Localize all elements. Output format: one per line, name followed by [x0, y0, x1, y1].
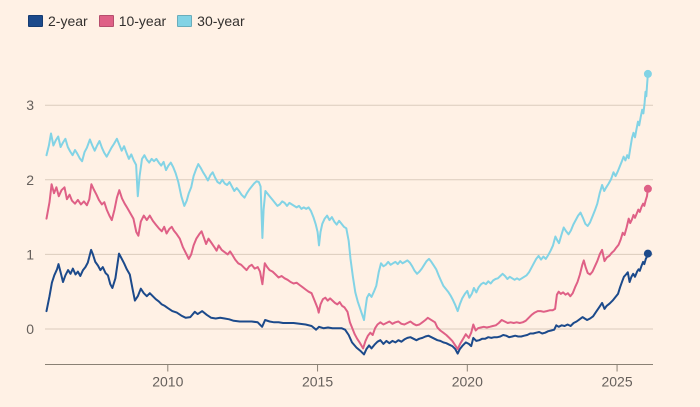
series-line-30-year	[45, 72, 649, 321]
legend-item-30-year: 30-year	[177, 13, 245, 29]
x-axis-label-2010: 2010	[152, 374, 183, 390]
x-axis-label-2015: 2015	[302, 374, 333, 390]
legend-swatch-2-year	[28, 15, 43, 27]
y-axis-label-1: 1	[26, 246, 34, 262]
series-line-10-year	[45, 183, 649, 351]
series-endpoint-30-year	[643, 69, 652, 78]
legend-item-10-year: 10-year	[98, 13, 167, 29]
series-line-2-year	[45, 248, 649, 356]
x-axis-label-2020: 2020	[452, 374, 483, 390]
y-axis-label-0: 0	[26, 321, 34, 337]
y-axis-label-2: 2	[26, 172, 34, 188]
legend-swatch-30-year	[177, 15, 193, 27]
legend-label-2-year: 2-year	[48, 13, 88, 29]
series-endpoint-10-year	[643, 184, 652, 193]
x-axis-label-2025: 2025	[601, 374, 632, 390]
legend-label-10-year: 10-year	[118, 13, 167, 29]
legend-label-30-year: 30-year	[197, 13, 245, 29]
chart-legend: 2-year 10-year 30-year	[28, 13, 245, 29]
legend-swatch-10-year	[98, 15, 114, 27]
series-endpoint-2-year	[643, 249, 652, 258]
legend-item-2-year: 2-year	[28, 13, 88, 29]
y-axis-label-3: 3	[26, 97, 34, 113]
